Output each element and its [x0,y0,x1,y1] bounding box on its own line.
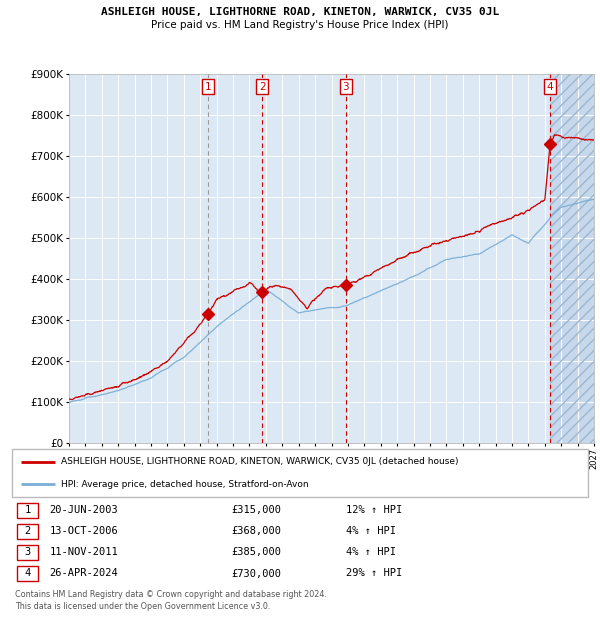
Text: 13-OCT-2006: 13-OCT-2006 [49,526,118,536]
Text: 29% ↑ HPI: 29% ↑ HPI [346,569,403,578]
Bar [17,566,38,581]
Text: 26-APR-2024: 26-APR-2024 [49,569,118,578]
Bar [17,503,38,518]
Text: £315,000: £315,000 [231,505,281,515]
Bar [17,524,38,539]
Text: 2: 2 [25,526,31,536]
Bar [550,74,594,443]
Text: 1: 1 [25,505,31,515]
Text: Contains HM Land Registry data © Crown copyright and database right 2024.
This d: Contains HM Land Registry data © Crown c… [15,590,327,611]
Text: 4: 4 [547,82,553,92]
Text: 4% ↑ HPI: 4% ↑ HPI [346,547,396,557]
Text: 4: 4 [25,569,31,578]
Text: 4% ↑ HPI: 4% ↑ HPI [346,526,396,536]
Text: 12% ↑ HPI: 12% ↑ HPI [346,505,403,515]
Text: HPI: Average price, detached house, Stratford-on-Avon: HPI: Average price, detached house, Stra… [61,480,308,489]
Text: 3: 3 [342,82,349,92]
Text: ASHLEIGH HOUSE, LIGHTHORNE ROAD, KINETON, WARWICK, CV35 0JL (detached house): ASHLEIGH HOUSE, LIGHTHORNE ROAD, KINETON… [61,458,458,466]
Text: 20-JUN-2003: 20-JUN-2003 [49,505,118,515]
Text: £368,000: £368,000 [231,526,281,536]
Bar [17,545,38,560]
Text: 1: 1 [205,82,211,92]
Text: 2: 2 [259,82,266,92]
Text: 3: 3 [25,547,31,557]
Text: £385,000: £385,000 [231,547,281,557]
Bar [550,74,594,443]
Text: ASHLEIGH HOUSE, LIGHTHORNE ROAD, KINETON, WARWICK, CV35 0JL: ASHLEIGH HOUSE, LIGHTHORNE ROAD, KINETON… [101,7,499,17]
Text: £730,000: £730,000 [231,569,281,578]
Text: 11-NOV-2011: 11-NOV-2011 [49,547,118,557]
Text: Price paid vs. HM Land Registry's House Price Index (HPI): Price paid vs. HM Land Registry's House … [151,20,449,30]
